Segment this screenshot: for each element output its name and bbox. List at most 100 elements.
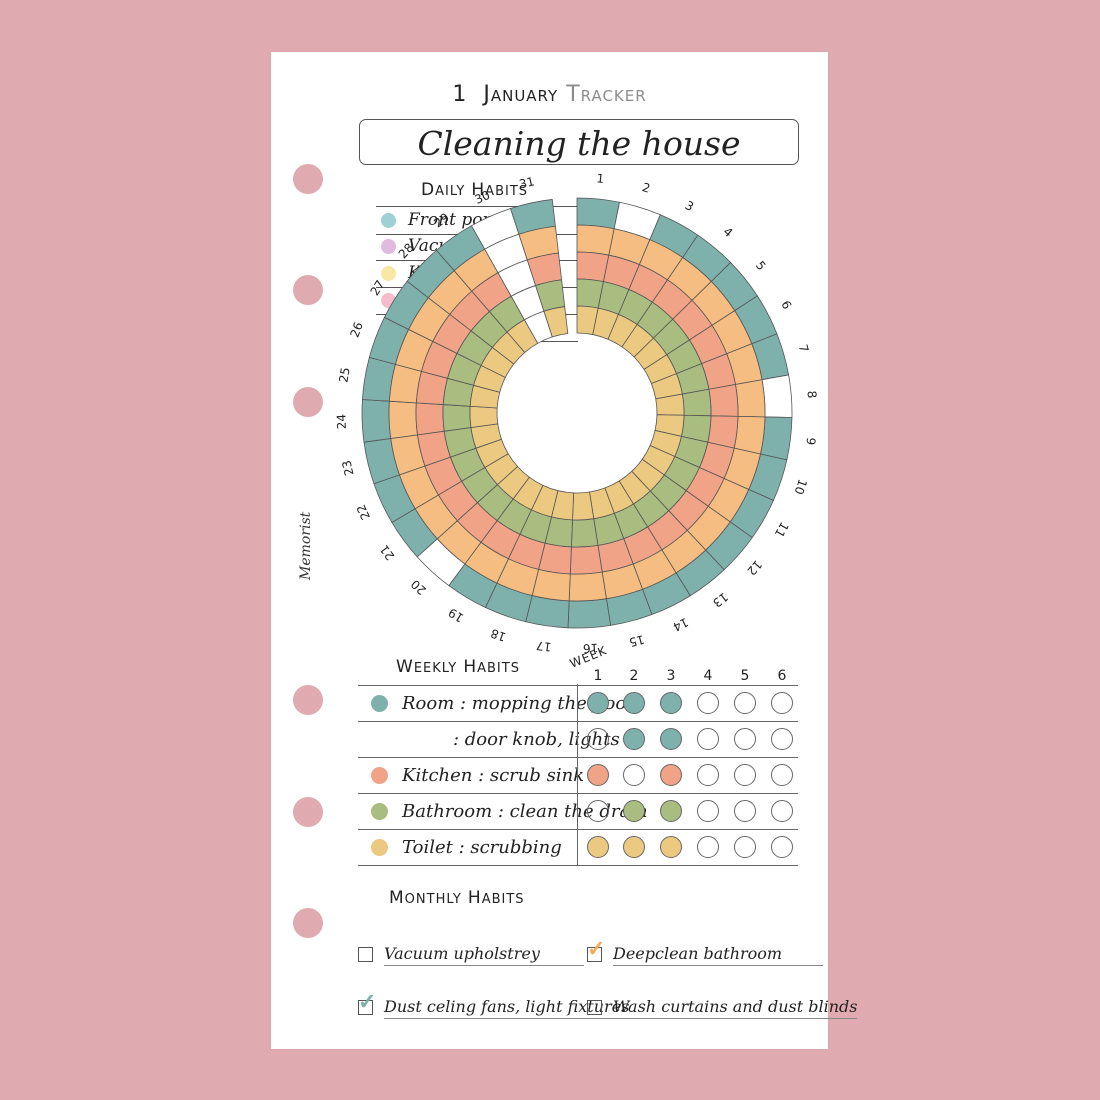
week-check-circle[interactable] xyxy=(660,692,682,714)
week-check-circle[interactable] xyxy=(623,692,645,714)
binder-hole xyxy=(293,387,323,417)
binder-hole xyxy=(293,275,323,305)
day-number-label: 10 xyxy=(792,477,810,496)
day-number-label: 6 xyxy=(778,298,794,311)
week-check-circle[interactable] xyxy=(697,728,719,750)
monthly-habit-label: Deepclean bathroom xyxy=(613,944,823,966)
day-cell[interactable] xyxy=(570,518,599,548)
week-check-circle[interactable] xyxy=(623,836,645,858)
day-cell[interactable] xyxy=(733,415,766,455)
week-check-circle[interactable] xyxy=(734,836,756,858)
day-cell[interactable] xyxy=(469,405,499,428)
day-number-label: 21 xyxy=(377,542,397,563)
week-check-circle[interactable] xyxy=(697,692,719,714)
week-check-circle[interactable] xyxy=(734,728,756,750)
week-number: 2 xyxy=(629,668,639,684)
daily-radial-chart: 1234567891011121314151617181920212223242… xyxy=(334,171,819,656)
checkbox[interactable] xyxy=(587,947,602,962)
day-number-label: 16 xyxy=(583,641,599,656)
tracker-word: Tracker xyxy=(566,82,647,107)
binder-hole xyxy=(293,685,323,715)
habit-color-dot xyxy=(371,839,388,856)
day-number-label: 2 xyxy=(641,180,652,196)
habit-color-dot xyxy=(381,213,396,228)
week-check-circle[interactable] xyxy=(623,728,645,750)
day-number-label: 4 xyxy=(721,225,736,241)
day-number-label: 19 xyxy=(446,605,466,625)
week-check-circle[interactable] xyxy=(660,764,682,786)
day-cell[interactable] xyxy=(708,384,739,417)
day-number-label: 31 xyxy=(518,174,536,191)
week-check-circle[interactable] xyxy=(771,800,793,822)
day-cell[interactable] xyxy=(531,568,571,602)
day-cell[interactable] xyxy=(576,224,615,256)
week-check-circle[interactable] xyxy=(623,800,645,822)
weekly-habits-heading: WEEKLY HABITS xyxy=(396,657,520,677)
weekly-habit-row: : door knob, lights xyxy=(358,721,798,758)
checkbox[interactable] xyxy=(587,1000,602,1015)
day-cell[interactable] xyxy=(361,399,392,443)
day-number-label: 11 xyxy=(772,520,792,540)
table-bottom-rule xyxy=(358,865,798,866)
week-check-circle[interactable] xyxy=(697,800,719,822)
day-number-label: 3 xyxy=(683,198,696,214)
day-number-label: 29 xyxy=(431,210,452,230)
week-check-circle[interactable] xyxy=(771,692,793,714)
page-title: 1 January Tracker xyxy=(271,82,828,107)
week-check-circle[interactable] xyxy=(734,764,756,786)
day-cell[interactable] xyxy=(567,598,612,629)
monthly-habit-label: Dust celing fans, light fixtures xyxy=(384,997,630,1019)
day-number-label: 28 xyxy=(396,241,417,262)
week-check-circle[interactable] xyxy=(734,800,756,822)
week-check-circle[interactable] xyxy=(697,764,719,786)
day-number-label: 8 xyxy=(804,390,819,399)
weekly-habit-label: Kitchen : scrub sink xyxy=(402,765,585,786)
day-cell[interactable] xyxy=(681,388,712,417)
weekly-habit-label: Room : mopping the floor xyxy=(402,693,635,714)
day-cell[interactable] xyxy=(576,197,620,230)
day-number-label: 30 xyxy=(473,188,493,207)
day-cell[interactable] xyxy=(543,306,569,338)
day-cell[interactable] xyxy=(568,571,607,602)
day-cell[interactable] xyxy=(759,416,793,461)
day-number-label: 18 xyxy=(489,626,508,644)
week-check-circle[interactable] xyxy=(697,836,719,858)
day-number-label: 27 xyxy=(368,278,388,298)
day-number-label: 26 xyxy=(347,320,365,339)
week-check-circle[interactable] xyxy=(623,764,645,786)
day-cell[interactable] xyxy=(442,404,472,432)
checkbox[interactable] xyxy=(358,1000,373,1015)
day-cell[interactable] xyxy=(761,374,793,418)
day-cell[interactable] xyxy=(572,491,595,521)
day-cell[interactable] xyxy=(734,379,766,418)
week-check-circle[interactable] xyxy=(660,836,682,858)
week-check-circle[interactable] xyxy=(771,764,793,786)
week-check-circle[interactable] xyxy=(587,836,609,858)
monthly-habits-heading: MONTHLY HABITS xyxy=(389,888,525,908)
day-number-label: 24 xyxy=(334,414,349,430)
checkbox[interactable] xyxy=(358,947,373,962)
day-cell[interactable] xyxy=(388,400,418,439)
weekly-habit-label: Toilet : scrubbing xyxy=(402,837,562,858)
habit-color-dot xyxy=(381,266,396,281)
week-number: 4 xyxy=(703,668,713,684)
habit-color-dot xyxy=(371,803,388,820)
day-number-label: 15 xyxy=(628,632,646,649)
weekly-habit-label: Bathroom : clean the drain xyxy=(402,801,648,822)
day-number-label: 17 xyxy=(535,638,552,654)
week-check-circle[interactable] xyxy=(660,800,682,822)
week-check-circle[interactable] xyxy=(734,692,756,714)
weekly-habit-row: Room : mopping the floor xyxy=(358,685,798,722)
week-check-circle[interactable] xyxy=(771,836,793,858)
day-cell[interactable] xyxy=(569,544,603,575)
week-check-circle[interactable] xyxy=(771,728,793,750)
week-number: 5 xyxy=(740,668,750,684)
week-check-circle[interactable] xyxy=(587,764,609,786)
week-check-circle[interactable] xyxy=(587,728,609,750)
habit-color-dot xyxy=(371,767,388,784)
subtitle-box: Cleaning the house xyxy=(359,119,799,165)
week-check-circle[interactable] xyxy=(587,692,609,714)
week-check-circle[interactable] xyxy=(660,728,682,750)
week-check-circle[interactable] xyxy=(587,800,609,822)
day-cell[interactable] xyxy=(415,402,445,436)
